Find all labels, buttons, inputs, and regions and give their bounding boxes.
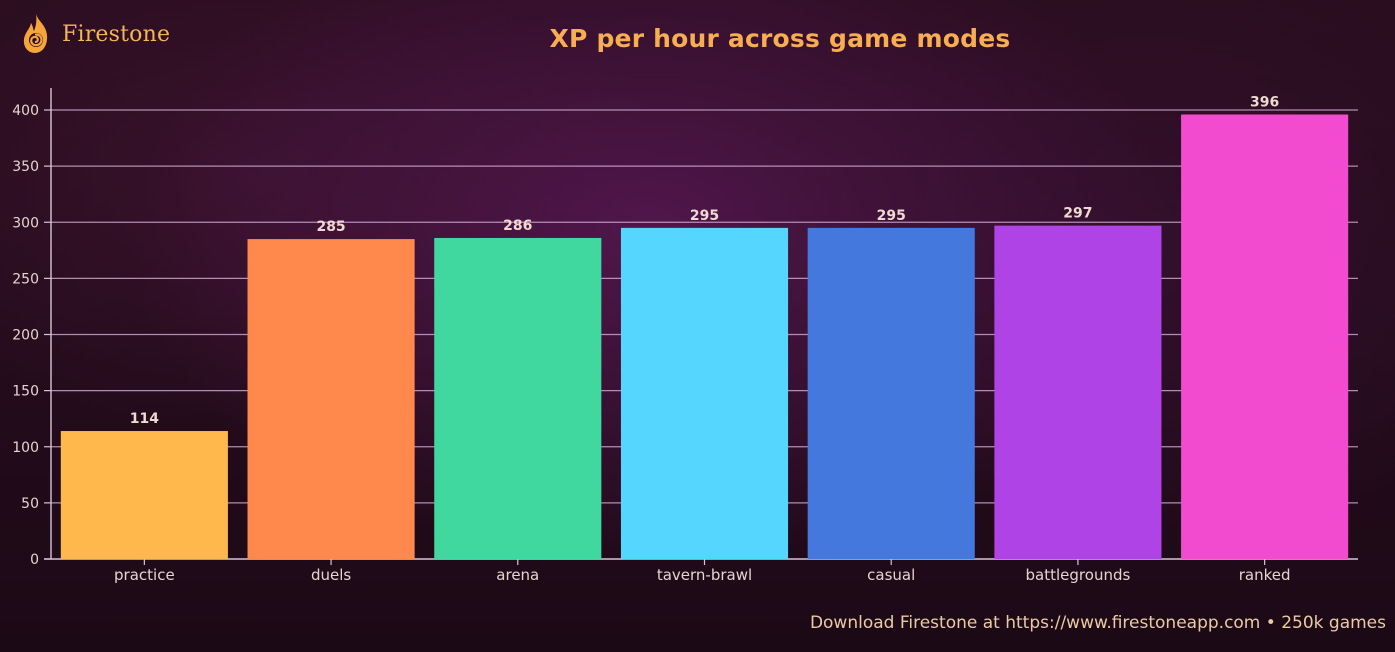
value-label-duels: 285 [316, 219, 345, 235]
bar-arena [434, 237, 602, 559]
flame-icon [23, 14, 48, 53]
bar-ranked [1181, 114, 1349, 560]
value-labels: 114 285 286 295 295 297 396 [130, 94, 1280, 427]
value-label-practice: 114 [130, 411, 159, 427]
bar-duels [247, 239, 415, 559]
bars [60, 114, 1349, 560]
value-label-battlegrounds: 297 [1063, 206, 1092, 222]
value-label-arena: 286 [503, 218, 532, 234]
brand-logo: Firestone [20, 12, 170, 56]
x-axis-tick-label-arena: arena [496, 566, 539, 584]
y-axis-tick-label: 150 [12, 384, 39, 400]
y-axis-tick-label: 100 [12, 440, 39, 456]
bar-practice [60, 431, 228, 559]
y-axis-tick-label: 0 [30, 552, 39, 568]
value-label-ranked: 396 [1250, 94, 1279, 110]
x-axis-tick-label-ranked: ranked [1239, 566, 1291, 584]
x-axis-tick-label-tavern-brawl: tavern-brawl [657, 566, 752, 584]
bar-tavern-brawl [620, 227, 789, 560]
x-axis-tick-label-practice: practice [114, 566, 175, 584]
value-label-tavern-brawl: 295 [690, 208, 719, 224]
x-axis-tick-label-battlegrounds: battlegrounds [1026, 566, 1131, 584]
value-label-casual: 295 [877, 208, 906, 224]
bar-battlegrounds [994, 225, 1162, 559]
y-axis-tick-label: 200 [12, 328, 39, 344]
chart-title: XP per hour across game modes [549, 24, 1011, 53]
footer-credit: Download Firestone at https://www.firest… [809, 613, 1386, 633]
y-axis-tick-label: 250 [12, 271, 39, 287]
y-axis-tick-label: 400 [12, 103, 39, 119]
x-axis-tick-label-casual: casual [867, 566, 915, 584]
bar-casual [807, 227, 975, 560]
y-axis-tick-labels: 0 50 100 150 200 250 300 350 400 [12, 103, 39, 568]
x-axis-tick-label-duels: duels [311, 566, 351, 584]
x-axis-tick-labels: practice duels arena tavern-brawl casual batt… [114, 566, 1291, 584]
y-axis-tick-label: 50 [21, 496, 39, 512]
brand-name: Firestone [62, 21, 171, 47]
y-axis-tick-label: 300 [12, 215, 39, 231]
y-axis-tick-label: 350 [12, 159, 39, 175]
